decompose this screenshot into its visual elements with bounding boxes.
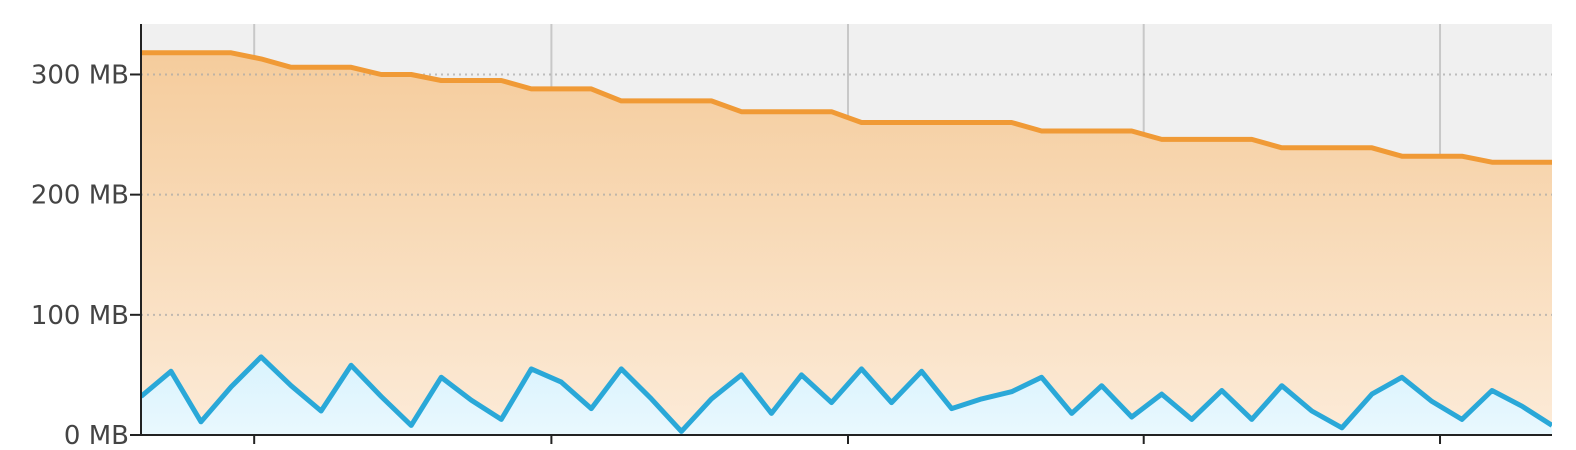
y-tick-label: 100 MB — [31, 301, 129, 331]
series-lines — [141, 50, 1552, 434]
series-1-line — [141, 354, 1552, 434]
series-0-line — [141, 50, 1552, 165]
axes — [130, 24, 1552, 444]
y-tick-labels: 0 MB 100 MB 200 MB 300 MB — [31, 60, 129, 450]
y-tick-label: 300 MB — [31, 60, 129, 90]
series-0-area — [141, 52, 1552, 435]
y-tick-label: 0 MB — [64, 421, 129, 450]
y-tick-label: 200 MB — [31, 181, 129, 211]
